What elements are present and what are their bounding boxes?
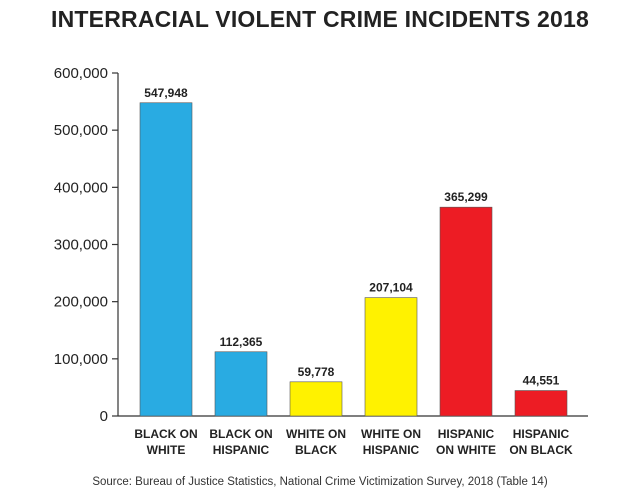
bar xyxy=(289,381,343,417)
source-note: Source: Bureau of Justice Statistics, Na… xyxy=(92,476,548,488)
bars: 547,948 112,365 59,778 207,104 365,299 44,551 xyxy=(139,86,568,417)
bar xyxy=(139,102,193,417)
x-category-label: WHITE ON BLACK xyxy=(286,427,346,457)
x-axis-labels: BLACK ON WHITE BLACK ON HISPANIC WHITE ON BLA… xyxy=(134,427,573,457)
x-category-label: BLACK ON WHITE xyxy=(134,427,197,457)
y-tick-label: 500,000 xyxy=(54,122,108,139)
bar xyxy=(439,206,493,417)
y-tick-label: 300,000 xyxy=(54,237,108,254)
x-category-label: HISPANIC ON BLACK xyxy=(509,427,573,457)
bar xyxy=(364,297,418,417)
y-tick-label: 600,000 xyxy=(54,65,108,82)
bar xyxy=(514,390,568,417)
bar-value-label: 44,551 xyxy=(523,374,560,388)
x-category-label: HISPANIC ON WHITE xyxy=(436,427,496,457)
y-axis: 0 100,000 200,000 300,000 400,000 500,000 600,… xyxy=(54,65,588,425)
y-tick-label: 0 xyxy=(100,408,108,425)
y-tick-label: 100,000 xyxy=(54,351,108,368)
bar xyxy=(214,351,268,417)
x-category-label: WHITE ON HISPANIC xyxy=(361,427,421,457)
bar-value-label: 207,104 xyxy=(369,281,413,295)
bar-value-label: 365,299 xyxy=(444,190,488,204)
y-tick-label: 400,000 xyxy=(54,179,108,196)
bar-value-label: 59,778 xyxy=(298,365,335,379)
bar-value-label: 112,365 xyxy=(220,335,263,349)
x-category-label: BLACK ON HISPANIC xyxy=(209,427,272,457)
bar-value-label: 547,948 xyxy=(144,86,188,100)
chart-title: INTERRACIAL VIOLENT CRIME INCIDENTS 2018 xyxy=(51,6,589,32)
y-tick-label: 200,000 xyxy=(54,294,108,311)
